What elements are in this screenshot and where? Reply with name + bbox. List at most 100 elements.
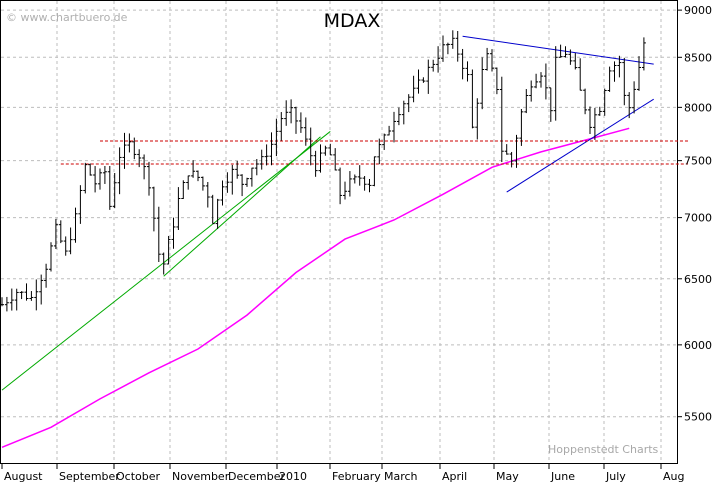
price-bar xyxy=(455,30,460,62)
price-bar xyxy=(49,242,53,272)
price-bar xyxy=(284,100,289,126)
price-bar xyxy=(480,57,485,110)
price-bar xyxy=(499,76,504,163)
trendline xyxy=(462,35,654,65)
x-tick-label: September xyxy=(59,470,120,483)
price-bar xyxy=(200,176,205,191)
price-bar xyxy=(249,167,254,187)
price-bar xyxy=(318,144,323,173)
trendline-layer xyxy=(1,35,688,391)
price-bar xyxy=(602,88,607,116)
price-bar xyxy=(494,67,499,95)
price-bar xyxy=(421,77,426,83)
price-bar xyxy=(44,263,49,288)
price-bar xyxy=(68,227,73,255)
price-bar xyxy=(313,150,318,177)
trendline xyxy=(163,136,321,277)
price-bar xyxy=(215,198,220,229)
price-bar xyxy=(382,133,387,150)
price-bar xyxy=(254,159,259,176)
price-bar xyxy=(210,194,215,225)
price-bar xyxy=(553,46,558,121)
price-bar xyxy=(117,147,122,195)
price-bar xyxy=(347,171,352,197)
price-bar xyxy=(338,167,343,205)
x-tick-label: August xyxy=(4,470,43,483)
price-bar xyxy=(524,89,529,114)
price-bar xyxy=(465,61,470,82)
y-tick-label: 8500 xyxy=(684,51,712,64)
price-bar xyxy=(352,174,357,184)
price-bar xyxy=(34,279,39,311)
x-tick-label: March xyxy=(384,470,418,483)
price-bar xyxy=(264,144,269,166)
price-bar xyxy=(592,107,597,140)
price-bar xyxy=(548,87,553,122)
price-bar xyxy=(303,117,308,146)
x-tick-label: Aug xyxy=(663,470,684,483)
price-bar xyxy=(308,127,313,166)
x-tick-label: June xyxy=(550,470,575,483)
price-bar xyxy=(137,149,142,168)
price-bar xyxy=(632,81,637,114)
y-tick-label: 6500 xyxy=(684,273,712,286)
price-bar xyxy=(78,185,83,224)
price-bar xyxy=(436,46,441,73)
price-bar xyxy=(627,92,632,119)
price-bars-layer xyxy=(0,30,646,312)
price-bar xyxy=(0,297,4,307)
price-bar xyxy=(328,143,333,156)
y-tick-label: 5500 xyxy=(684,411,712,424)
plot-frame xyxy=(0,0,678,464)
price-bar xyxy=(88,163,93,176)
price-bar xyxy=(411,75,416,103)
price-bar xyxy=(578,58,583,91)
price-bar xyxy=(29,291,34,301)
price-bar xyxy=(156,206,161,262)
price-bar xyxy=(235,160,240,179)
price-bar xyxy=(401,100,406,125)
x-tick-label: February xyxy=(332,470,381,483)
x-tick-label: December xyxy=(228,470,286,483)
price-bar xyxy=(343,181,347,200)
price-bar xyxy=(14,288,19,311)
price-bar xyxy=(166,235,171,265)
price-bar xyxy=(637,56,641,91)
price-bar xyxy=(132,137,137,160)
price-bar xyxy=(93,166,98,193)
price-bar xyxy=(191,160,196,178)
price-bar xyxy=(294,106,298,134)
price-bar xyxy=(504,144,509,155)
price-bar xyxy=(151,186,156,232)
price-bar xyxy=(24,283,29,301)
price-bar xyxy=(333,148,338,171)
price-bar xyxy=(147,161,151,196)
price-bar xyxy=(568,49,573,65)
y-axis: 9000 8500 8000 7500 7000 6500 6000 5500 xyxy=(677,4,712,424)
price-bar xyxy=(142,154,147,180)
price-bar xyxy=(112,172,117,209)
price-bar xyxy=(563,46,568,58)
price-bar xyxy=(245,177,249,187)
price-bar xyxy=(39,274,44,305)
price-bar xyxy=(460,48,465,80)
price-bar xyxy=(73,207,78,243)
price-bar xyxy=(196,170,200,182)
price-bar xyxy=(543,63,548,100)
x-tick-label: October xyxy=(116,470,160,483)
price-bar xyxy=(539,72,543,88)
price-bar xyxy=(475,98,480,140)
price-bar xyxy=(58,220,63,244)
price-bar xyxy=(534,73,539,89)
y-tick-label: 8000 xyxy=(684,101,712,114)
price-bar xyxy=(612,61,617,82)
watermark: © www.chartbuero.de xyxy=(6,11,128,24)
price-bar xyxy=(441,35,445,62)
price-bar xyxy=(225,172,230,193)
price-bar xyxy=(19,291,24,300)
y-tick-label: 7500 xyxy=(684,155,712,168)
price-bar xyxy=(617,55,622,78)
price-bar xyxy=(367,178,372,193)
